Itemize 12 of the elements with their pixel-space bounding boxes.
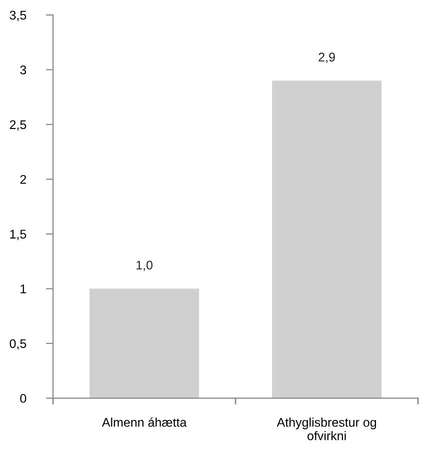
x-tick-label: Athyglisbrestur og ofvirkni (276, 418, 376, 440)
y-tick-label: 0 (20, 394, 26, 403)
y-tick-label: 3,5 (10, 10, 26, 22)
y-tick-label: 0,5 (10, 339, 26, 350)
data-label: 1,0 (136, 260, 152, 272)
y-tick-label: 1 (20, 284, 26, 294)
x-tick-label: Almenn áhætta (102, 417, 187, 427)
y-tick-label: 3 (20, 66, 26, 74)
y-tick-label: 2,5 (10, 120, 26, 131)
data-label: 2,9 (318, 52, 335, 64)
y-tick-label: 1,5 (10, 230, 26, 240)
y-tick-label: 2 (20, 175, 26, 184)
